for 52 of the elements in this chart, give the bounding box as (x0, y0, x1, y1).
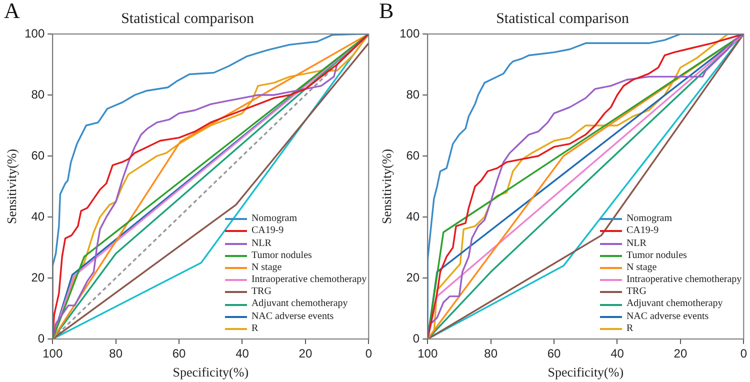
y-tick-label: 40 (31, 209, 45, 224)
legend-label: Tumor nodules (251, 250, 312, 262)
x-tick-label: 80 (484, 346, 498, 361)
x-tick-label: 100 (42, 346, 63, 361)
y-tick-label: 20 (31, 270, 45, 284)
legend-label: CA19-9 (626, 225, 659, 238)
legend-label: R (626, 322, 634, 336)
legend-label: R (251, 322, 258, 336)
legend-label: TRG (626, 286, 646, 298)
legend-label: Intraoperative chemotherapy (251, 274, 367, 286)
y-tick-label: 100 (24, 26, 45, 40)
y-tick-label: 60 (31, 148, 45, 162)
chart-title: Statistical comparison (121, 10, 254, 27)
x-axis-title: Specificity(%) (172, 364, 249, 380)
legend-label: CA19-9 (251, 225, 284, 238)
x-tick-label: 20 (674, 346, 688, 361)
y-tick-label: 0 (38, 331, 45, 346)
legend-label: Nomogram (251, 213, 297, 226)
legend-label: N stage (251, 262, 282, 274)
legend-label: NLR (626, 238, 646, 250)
x-axis-title: Specificity(%) (548, 364, 624, 380)
x-tick-label: 0 (740, 346, 748, 361)
y-axis-title: Sensitivity(%) (379, 148, 394, 224)
x-tick-label: 80 (109, 346, 123, 361)
x-tick-label: 40 (236, 346, 250, 361)
legend-label: NLR (251, 238, 272, 250)
y-tick-label: 80 (31, 87, 45, 102)
y-tick-label: 20 (406, 270, 420, 284)
legend-label: Nomogram (626, 213, 672, 226)
text: A (4, 0, 20, 24)
legend-label: NAC adverse events (251, 310, 334, 323)
chart-title: Statistical comparison (496, 10, 630, 27)
legend-label: TRG (251, 286, 272, 298)
legend-label: Adjuvant chemotherapy (626, 298, 723, 311)
x-tick-label: 0 (365, 346, 372, 361)
y-axis-title: Sensitivity(%) (4, 148, 20, 224)
y-tick-label: 80 (406, 87, 420, 102)
legend-label: Tumor nodules (626, 250, 687, 262)
legend-label: Adjuvant chemotherapy (251, 298, 348, 311)
x-tick-label: 60 (547, 346, 562, 361)
legend-label: NAC adverse events (626, 310, 709, 323)
x-tick-label: 40 (610, 346, 624, 361)
text: B (379, 0, 394, 24)
legend-label: N stage (626, 262, 657, 274)
y-tick-label: 100 (400, 26, 420, 40)
y-tick-label: 0 (412, 331, 420, 346)
x-tick-label: 20 (298, 346, 312, 361)
y-tick-label: 40 (406, 209, 420, 224)
x-tick-label: 60 (172, 346, 186, 361)
y-tick-label: 60 (406, 148, 420, 162)
legend-label: Intraoperative chemotherapy (626, 274, 742, 286)
x-tick-label: 100 (418, 346, 438, 361)
